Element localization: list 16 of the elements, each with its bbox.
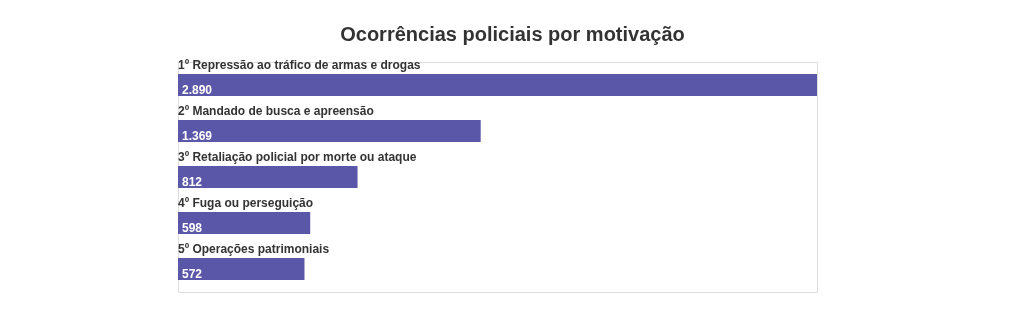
data-label: 2.890 [182, 83, 213, 97]
chart-title: Ocorrências policiais por motivação [340, 23, 685, 45]
bar [178, 74, 817, 96]
bar [178, 212, 311, 234]
y-tick-label: 3º Retaliação policial por morte ou ataque [178, 150, 417, 164]
data-label: 812 [182, 175, 203, 189]
y-tick-label: 5º Operações patrimoniais [178, 242, 330, 256]
bar [178, 166, 358, 188]
y-tick-label: 4º Fuga ou perseguição [178, 196, 314, 210]
data-label: 572 [182, 267, 203, 281]
bar [178, 120, 481, 142]
data-label: 598 [182, 221, 203, 235]
y-tick-label: 1º Repressão ao tráfico de armas e drogas [178, 58, 421, 72]
data-label: 1.369 [182, 129, 213, 143]
bar [178, 258, 305, 280]
y-tick-label: 2º Mandado de busca e apreensão [178, 104, 374, 118]
